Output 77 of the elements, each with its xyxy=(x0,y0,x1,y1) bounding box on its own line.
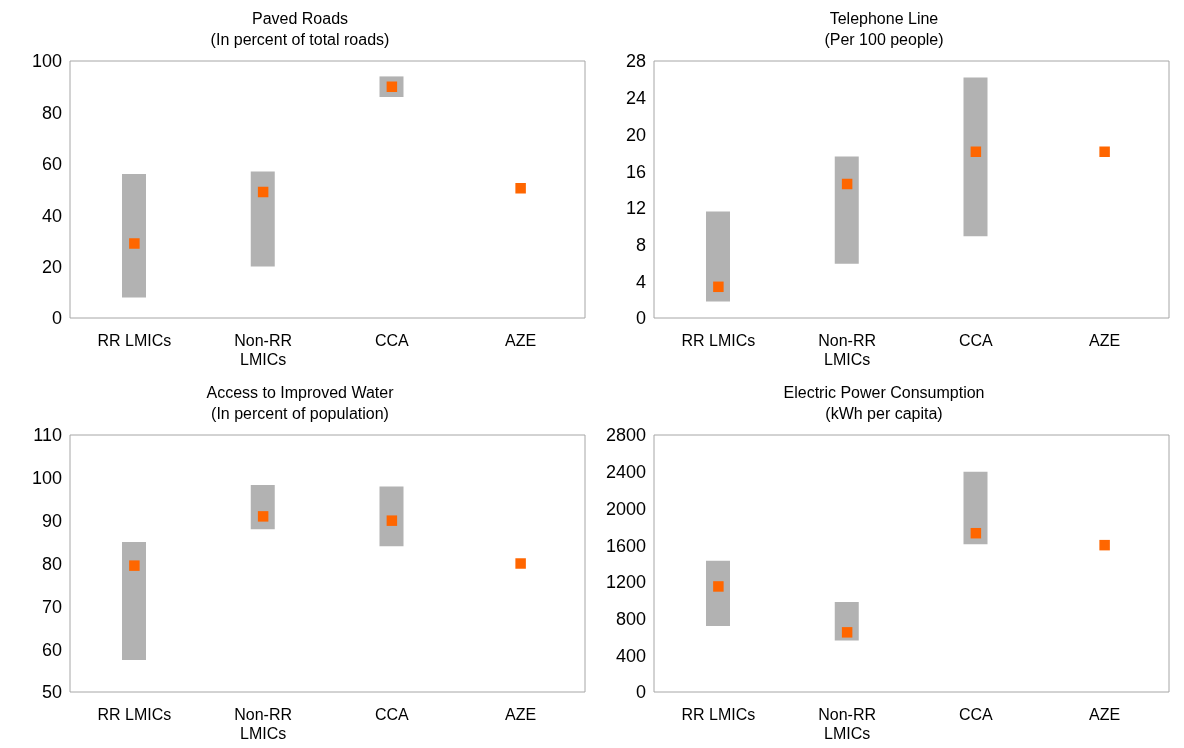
point xyxy=(713,281,724,293)
y-tick-label: 12 xyxy=(625,198,646,219)
y-tick-label: 100 xyxy=(31,51,62,72)
y-tick-label: 8 xyxy=(635,234,646,255)
x-tick-label: Non-RR LMICs xyxy=(234,332,293,368)
y-tick-label: 0 xyxy=(635,308,646,329)
chart-subtitle: (Per 100 people) xyxy=(823,30,945,50)
y-tick-label: 0 xyxy=(51,308,62,329)
y-tick-label: 2800 xyxy=(605,425,646,446)
point xyxy=(257,186,269,198)
y-tick-label: 20 xyxy=(625,124,646,145)
y-tick-label: 80 xyxy=(41,102,62,123)
y-tick-label: 2400 xyxy=(605,462,646,483)
y-tick-label: 16 xyxy=(625,161,646,182)
x-tick-label: AZE xyxy=(505,706,537,723)
x-tick-label: CCA xyxy=(374,706,410,723)
y-tick-label: 400 xyxy=(615,645,646,666)
y-tick-label: 28 xyxy=(625,51,646,72)
bar xyxy=(834,156,859,264)
x-tick-label: RR LMICs xyxy=(97,332,172,349)
y-tick-label: 40 xyxy=(41,205,62,226)
y-tick-label: 1600 xyxy=(605,535,646,556)
x-tick-label: RR LMICs xyxy=(97,706,172,723)
x-tick-label: Non-RR LMICs xyxy=(818,332,877,368)
point xyxy=(970,146,982,158)
point xyxy=(515,558,526,569)
y-tick-label: 1200 xyxy=(605,572,646,593)
chart-subtitle: (kWh per capita) xyxy=(824,404,944,424)
y-tick-label: 60 xyxy=(41,154,62,175)
chart-title: Electric Power Consumption xyxy=(782,383,986,403)
point xyxy=(515,182,526,194)
point xyxy=(1099,539,1110,551)
x-tick-label: AZE xyxy=(505,332,537,349)
bar xyxy=(379,486,404,547)
bar xyxy=(122,542,146,660)
chart-title: Access to Improved Water xyxy=(205,383,395,403)
x-tick-label: CCA xyxy=(374,332,410,349)
y-tick-label: 24 xyxy=(625,88,646,109)
point xyxy=(970,527,982,539)
point xyxy=(1099,146,1110,158)
y-tick-label: 50 xyxy=(41,682,62,703)
bar xyxy=(706,560,730,626)
y-tick-label: 0 xyxy=(635,682,646,703)
point xyxy=(713,581,724,592)
chart-title: Paved Roads xyxy=(250,9,350,29)
bar xyxy=(122,174,146,298)
x-tick-label: Non-RR LMICs xyxy=(818,706,877,742)
y-tick-label: 4 xyxy=(635,271,646,292)
point xyxy=(841,627,853,638)
y-tick-label: 800 xyxy=(615,608,646,629)
bar xyxy=(963,77,988,237)
x-tick-label: RR LMICs xyxy=(681,332,756,349)
point xyxy=(257,511,269,522)
chart-subtitle: (In percent of total roads) xyxy=(209,30,391,50)
bar xyxy=(963,471,988,545)
point xyxy=(129,238,140,249)
y-tick-label: 110 xyxy=(33,425,62,446)
point xyxy=(841,178,853,190)
y-tick-label: 60 xyxy=(41,639,62,660)
y-tick-label: 70 xyxy=(41,596,62,617)
chart-subtitle: (In percent of population) xyxy=(210,404,390,424)
y-tick-label: 90 xyxy=(41,511,62,532)
chart-title: Telephone Line xyxy=(828,9,940,29)
x-tick-label: AZE xyxy=(1089,706,1121,723)
x-tick-label: CCA xyxy=(958,706,994,723)
y-tick-label: 100 xyxy=(31,468,62,489)
point xyxy=(129,560,140,571)
x-tick-label: AZE xyxy=(1089,332,1121,349)
y-tick-label: 2000 xyxy=(605,498,646,519)
y-tick-label: 80 xyxy=(41,553,62,574)
bar xyxy=(706,211,730,302)
bar xyxy=(250,171,275,267)
x-tick-label: CCA xyxy=(958,332,994,349)
x-tick-label: Non-RR LMICs xyxy=(234,706,293,742)
y-tick-label: 20 xyxy=(41,256,62,277)
point xyxy=(386,515,398,526)
x-tick-label: RR LMICs xyxy=(681,706,756,723)
